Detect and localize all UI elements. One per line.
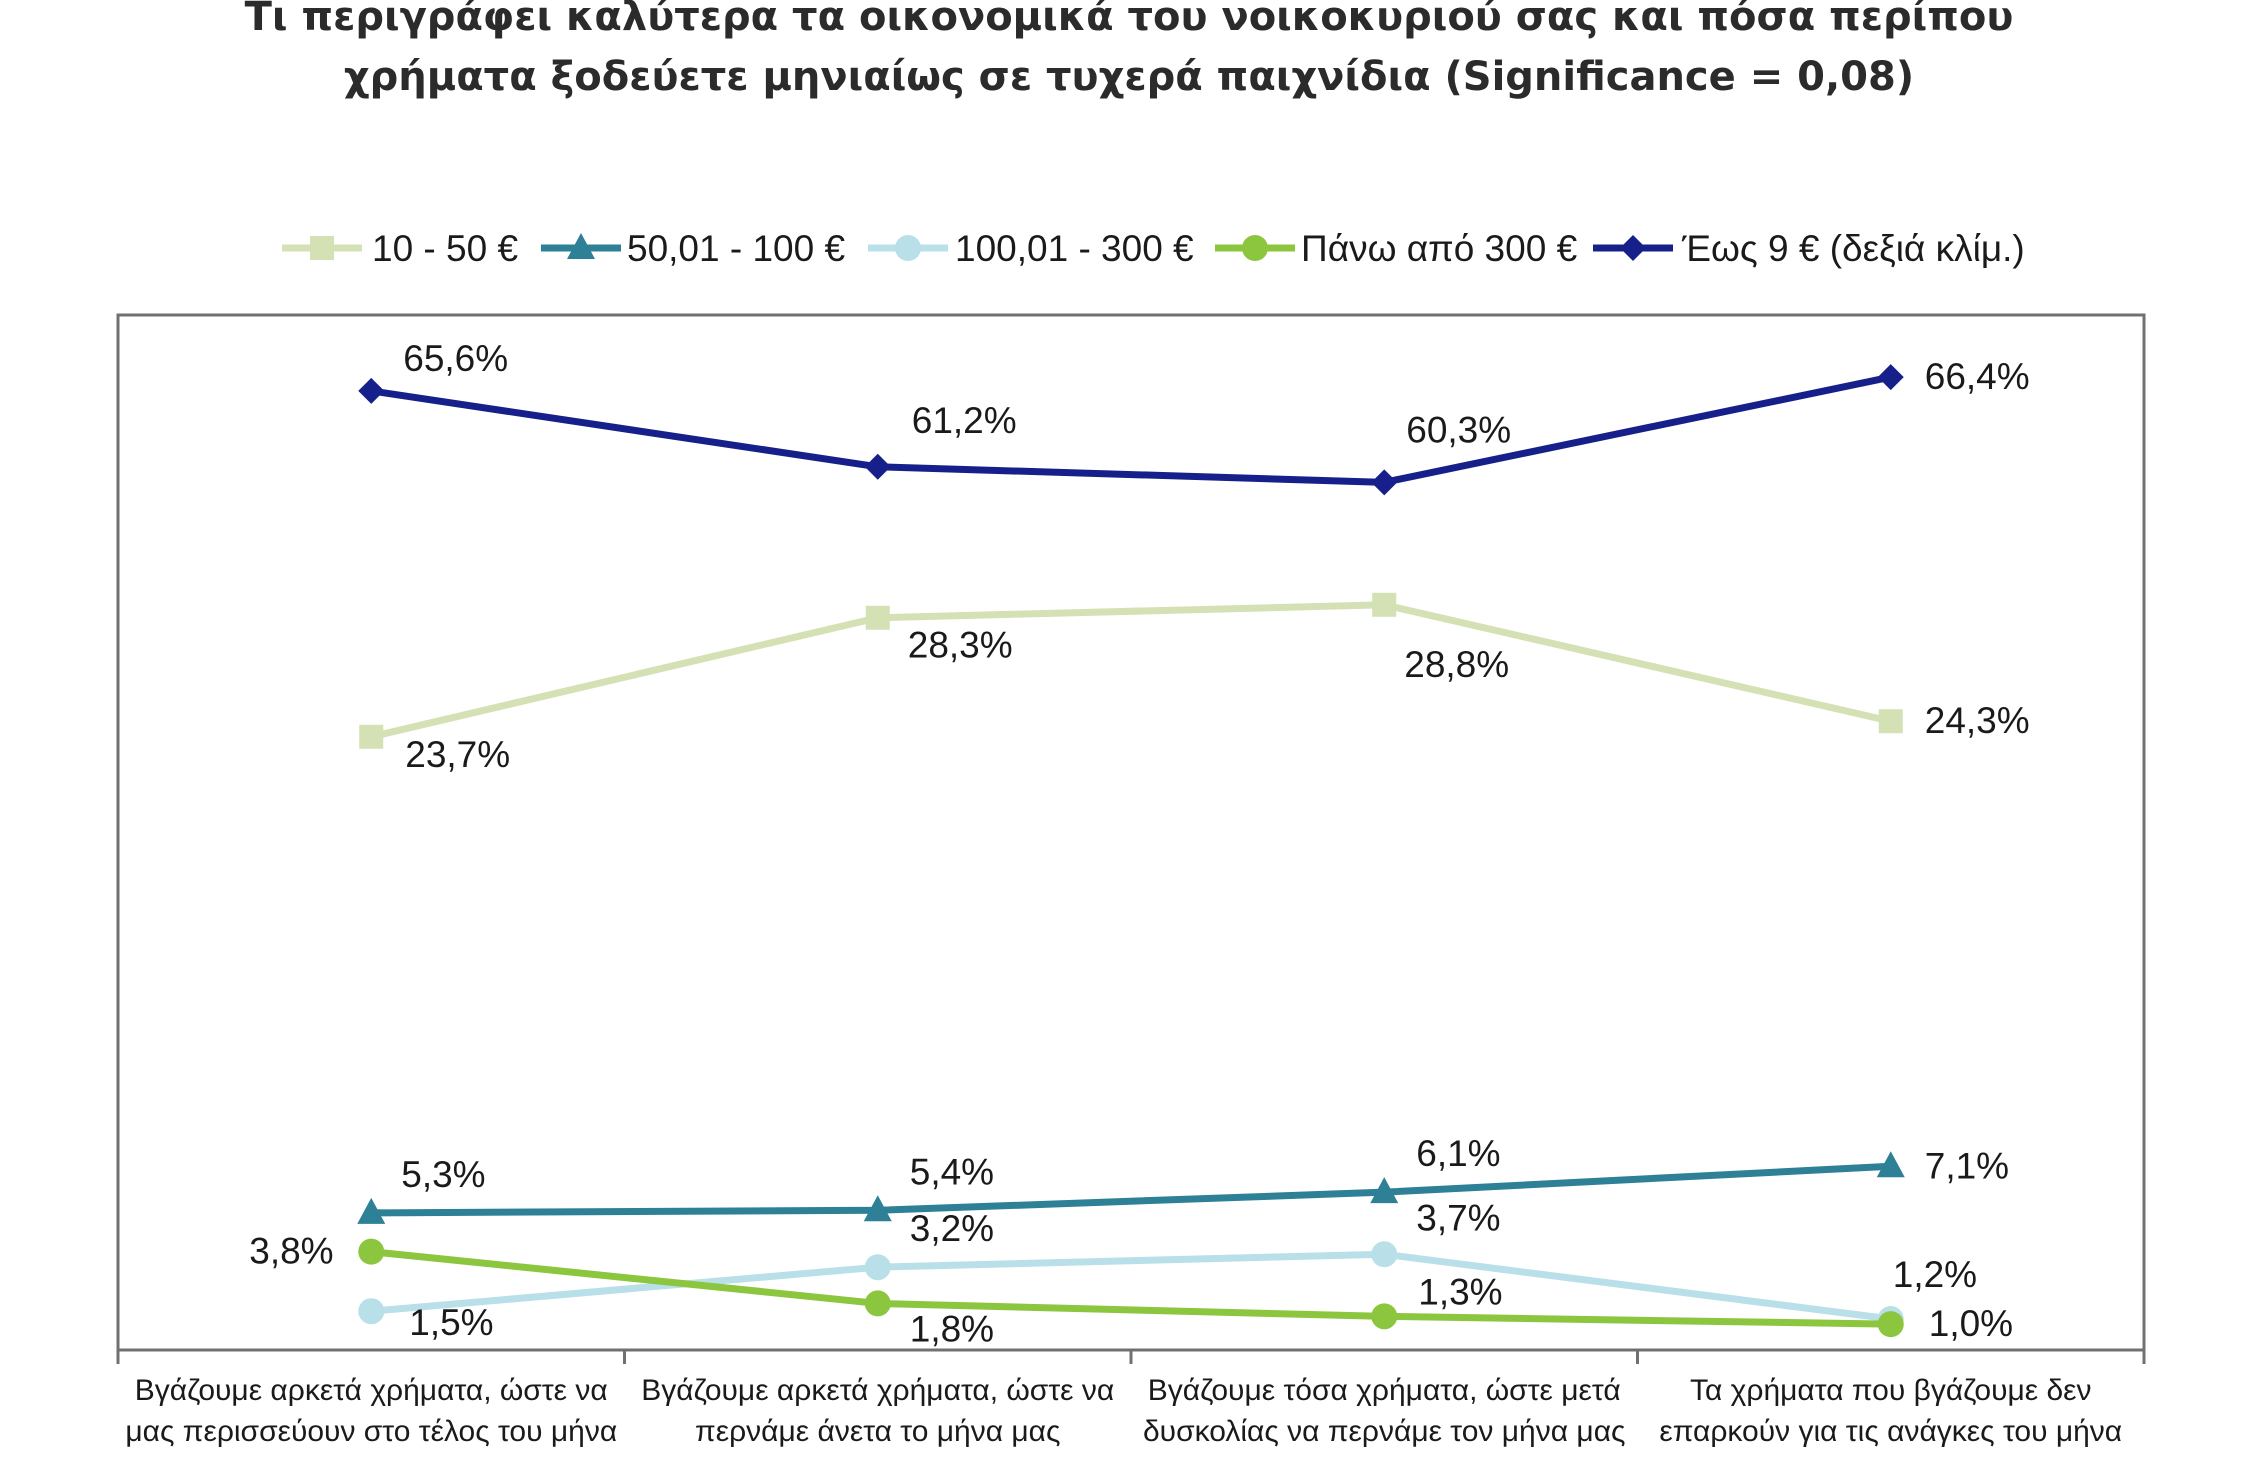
data-point [864,1290,891,1317]
category-label: περνάμε άνετα το μήνα μας [695,1415,1060,1448]
data-label: 1,0% [1929,1303,2013,1344]
data-label: 5,4% [910,1151,994,1192]
category-label: επαρκούν για τις ανάγκες του μήνα [1659,1415,2122,1448]
legend-label: 50,01 - 100 € [627,228,845,269]
data-point [1878,709,1903,734]
legend-marker [567,233,595,259]
legend-item-2: 100,01 - 300 € [868,228,1194,269]
series-line [367,601,1895,741]
series-line [367,1162,1895,1217]
legend-marker [895,235,921,261]
legend-item-3: Πάνω από 300 € [1215,228,1578,269]
x-axis: Βγάζουμε αρκετά χρήματα, ώστε να μας περι… [116,1348,2146,1448]
data-label: 24,3% [1925,700,2030,741]
legend-label: 100,01 - 300 € [955,228,1194,269]
data-point [1877,1311,1904,1338]
legend-label: Πάνω από 300 € [1301,228,1578,269]
data-point [863,1195,892,1222]
data-point [359,724,384,749]
series-line [367,1248,1895,1328]
legend-marker [1242,235,1268,261]
data-label: 3,7% [1416,1197,1500,1238]
data-label: 66,4% [1925,356,2030,397]
data-point [1372,592,1397,617]
data-label: 3,2% [910,1208,994,1249]
data-point [358,377,385,404]
legend-marker [1620,235,1646,261]
data-point [1371,469,1398,496]
data-point [1370,1177,1399,1204]
data-labels-layer: 23,7% 28,3% 28,8% 24,3% 5,3% 5,4% 6,1% 7,1% 1,5%… [249,338,2029,1350]
series-4 [358,364,1904,496]
category-label: μας περισσεύουν στο τέλος του μήνα [125,1415,617,1448]
data-point [1371,1241,1398,1268]
series-line [367,373,1895,486]
legend-item-4: Έως 9 € (δεξιά κλίμ.) [1593,228,2025,269]
data-label: 3,8% [249,1231,333,1272]
category-label: δυσκολίας να περνάμε τον μήνα μας [1143,1415,1626,1448]
legend-label: 10 - 50 € [372,228,518,269]
chart-title: Τι περιγράφει καλύτερα τα οικονομικά του… [245,0,2014,100]
data-label: 28,8% [1404,644,1509,685]
data-point [1371,1303,1398,1330]
data-point [864,453,891,480]
series-1 [357,1151,1905,1224]
chart-title-line-2: χρήματα ξοδεύετε μηνιαίως σε τυχερά παιχ… [344,54,1914,100]
legend-marker [310,236,334,260]
data-label: 6,1% [1416,1133,1500,1174]
data-label: 61,2% [912,400,1017,441]
legend-item-0: 10 - 50 € [282,228,518,269]
data-label: 60,3% [1406,409,1511,450]
chart-title-line-1: Τι περιγράφει καλύτερα τα οικονομικά του… [245,0,2014,40]
data-point [358,1298,385,1325]
data-label: 23,7% [405,734,510,775]
category-label: Βγάζουμε αρκετά χρήματα, ώστε να [135,1374,608,1407]
category-label: Τα χρήματα που βγάζουμε δεν [1690,1374,2092,1407]
legend-label: Έως 9 € (δεξιά κλίμ.) [1681,228,2025,269]
series-layer [357,364,1905,1338]
data-label: 1,3% [1418,1271,1502,1312]
category-label: Βγάζουμε αρκετά χρήματα, ώστε να [641,1374,1114,1407]
category-label: Βγάζουμε τόσα χρήματα, ώστε μετά [1148,1374,1621,1407]
data-point [358,1238,385,1265]
legend-item-1: 50,01 - 100 € [541,228,845,269]
data-label: 1,8% [910,1308,994,1349]
data-label: 1,2% [1893,1254,1977,1295]
series-0 [359,592,1903,749]
data-point [865,605,890,630]
data-label: 28,3% [908,625,1013,666]
data-point [357,1197,386,1224]
data-label: 65,6% [403,338,508,379]
data-label: 7,1% [1925,1145,2009,1186]
data-label: 5,3% [401,1154,485,1195]
data-point [864,1254,891,1281]
series-line [367,1250,1895,1323]
data-point [1876,1151,1905,1178]
legend: 10 - 50 € 50,01 - 100 € 100,01 - 300 € Πάνω… [282,228,2025,269]
series-3 [358,1238,1904,1338]
data-point [1877,364,1904,391]
data-label: 1,5% [409,1302,493,1343]
